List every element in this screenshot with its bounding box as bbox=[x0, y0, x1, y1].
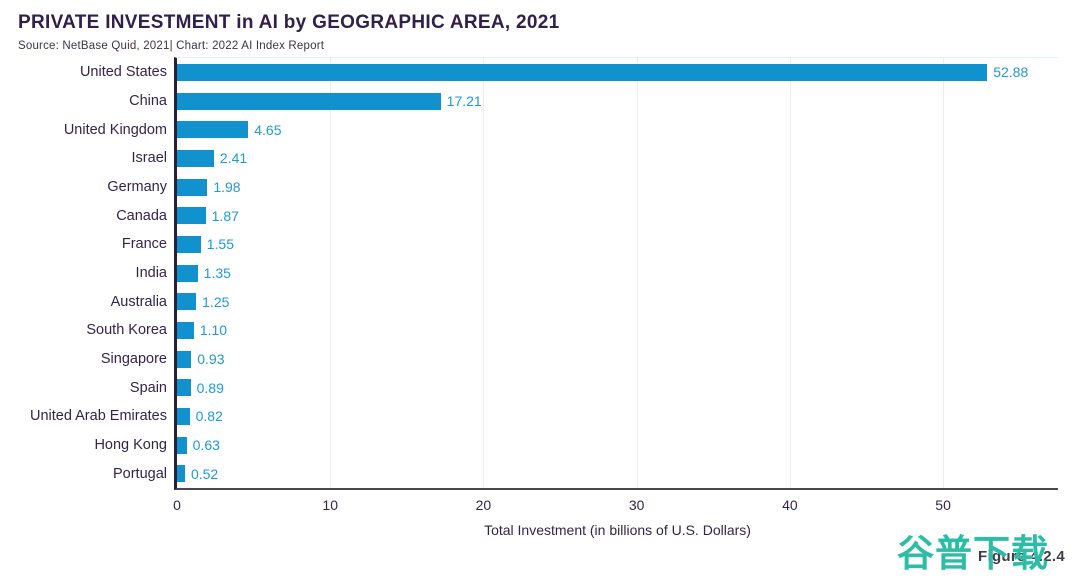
bar-row: United States 52.88 bbox=[80, 58, 1058, 87]
category-label: Singapore bbox=[100, 351, 167, 368]
category-label: India bbox=[135, 265, 167, 282]
category-label: France bbox=[121, 236, 167, 253]
bar bbox=[177, 321, 194, 339]
bar bbox=[177, 149, 214, 167]
gridline bbox=[330, 58, 332, 488]
category-label: South Korea bbox=[86, 322, 167, 339]
value-label: 1.10 bbox=[199, 322, 228, 339]
bar-chart-plot-area: United States 52.88 China 17.21 United Kingd… bbox=[30, 57, 1058, 538]
bar-rows: United States 52.88 China 17.21 United Kingd… bbox=[30, 58, 1058, 488]
gridline bbox=[943, 58, 945, 488]
value-label: 2.41 bbox=[219, 150, 248, 167]
x-axis-ticks: 0 10 20 30 40 50 bbox=[173, 497, 1058, 513]
bar-row: Singapore 0.93 bbox=[101, 345, 1058, 374]
gridline bbox=[636, 58, 638, 488]
bar-row: Australia 1.25 bbox=[111, 287, 1058, 316]
bar-row: Germany 1.98 bbox=[107, 173, 1058, 202]
x-tick-label: 40 bbox=[782, 497, 798, 513]
bar bbox=[177, 407, 190, 425]
category-label: United Kingdom bbox=[63, 121, 167, 138]
figure-number-label: Figure 4.2.4 bbox=[978, 548, 1065, 565]
value-label: 1.98 bbox=[213, 179, 241, 196]
bar bbox=[177, 235, 201, 253]
category-label: Israel bbox=[131, 150, 167, 167]
x-tick-label: 0 bbox=[173, 497, 181, 513]
bar-row: India 1.35 bbox=[136, 259, 1058, 288]
bar bbox=[177, 264, 198, 282]
bar-row: Hong Kong 0.63 bbox=[94, 431, 1058, 460]
value-label: 0.82 bbox=[195, 408, 223, 425]
bar-row: China 17.21 bbox=[129, 87, 1058, 116]
chart-title: PRIVATE INVESTMENT in AI by GEOGRAPHIC A… bbox=[18, 12, 560, 33]
category-label: Hong Kong bbox=[94, 437, 167, 454]
value-label: 17.21 bbox=[446, 93, 482, 109]
bar-row: Spain 0.89 bbox=[130, 373, 1058, 402]
value-label: 0.52 bbox=[190, 465, 219, 482]
bar bbox=[177, 92, 441, 110]
chart-header: PRIVATE INVESTMENT in AI by GEOGRAPHIC A… bbox=[18, 12, 560, 52]
bar bbox=[177, 465, 185, 483]
value-label: 0.63 bbox=[192, 437, 220, 454]
bar bbox=[177, 379, 191, 397]
value-label: 1.25 bbox=[202, 293, 230, 310]
bar bbox=[177, 207, 206, 225]
bar-row: United Arab Emirates 0.82 bbox=[30, 402, 1058, 431]
value-label: 4.65 bbox=[254, 121, 282, 138]
x-tick-label: 10 bbox=[322, 497, 338, 513]
bar-row: Israel 2.41 bbox=[132, 144, 1058, 173]
chart-source-line: Source: NetBase Quid, 2021| Chart: 2022 … bbox=[18, 40, 325, 52]
gridline bbox=[483, 58, 485, 488]
bar-row: Canada 1.87 bbox=[116, 201, 1058, 230]
bar bbox=[177, 121, 249, 139]
category-label: Portugal bbox=[112, 465, 167, 482]
bar-row: France 1.55 bbox=[122, 230, 1058, 259]
category-label: United States bbox=[79, 64, 167, 81]
category-label: Australia bbox=[110, 293, 167, 310]
watermark-text: 谷普下载 bbox=[897, 532, 1049, 575]
x-axis-label: Total Investment (in billions of U.S. Do… bbox=[484, 522, 751, 538]
bar bbox=[177, 178, 208, 196]
value-label: 52.88 bbox=[993, 64, 1029, 81]
value-label: 1.87 bbox=[211, 207, 239, 224]
x-tick-label: 30 bbox=[628, 497, 645, 513]
bar bbox=[177, 63, 988, 81]
x-tick-label: 20 bbox=[475, 497, 492, 513]
bar-row: South Korea 1.10 bbox=[86, 316, 1058, 345]
value-label: 0.89 bbox=[196, 379, 224, 396]
bar-row: Portugal 0.52 bbox=[113, 459, 1058, 488]
gridline bbox=[789, 58, 791, 488]
category-label: Canada bbox=[116, 207, 167, 224]
bar bbox=[177, 350, 192, 368]
category-label: Spain bbox=[129, 379, 167, 396]
value-label: 0.93 bbox=[197, 351, 225, 368]
category-label: China bbox=[129, 93, 167, 109]
value-label: 1.55 bbox=[206, 236, 234, 253]
bar-row: United Kingdom 4.65 bbox=[64, 115, 1058, 144]
category-label: Germany bbox=[107, 179, 167, 196]
x-tick-label: 50 bbox=[935, 497, 951, 513]
bar bbox=[177, 436, 187, 454]
value-label: 1.35 bbox=[203, 265, 231, 282]
category-label: United Arab Emirates bbox=[29, 408, 167, 425]
bar bbox=[177, 293, 197, 311]
